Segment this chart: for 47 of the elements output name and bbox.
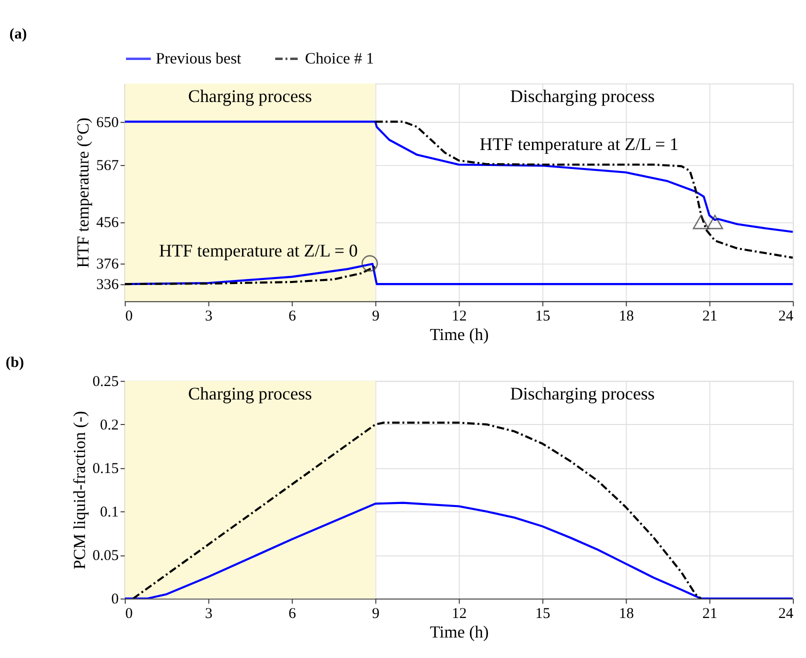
y-tick-label: 336 <box>96 277 120 294</box>
x-tick-label: 3 <box>205 308 213 324</box>
x-tick-label: 9 <box>372 606 380 622</box>
band-label: Charging process <box>188 384 312 404</box>
x-axis-title: Time (h) <box>430 325 489 344</box>
annotation: Discharging process <box>510 86 655 106</box>
x-tick-label: 0 <box>125 606 133 622</box>
annotation: HTF temperature at Z/L = 0 <box>158 240 358 261</box>
x-tick-label: 18 <box>618 308 634 324</box>
y-tick-label: 0.2 <box>100 418 119 434</box>
y-axis-title: PCM liquid-fraction (-) <box>70 410 89 570</box>
line-series <box>132 422 702 599</box>
annotation: HTF temperature at Z/L = 1 <box>480 134 678 154</box>
chart-title: (a) <box>9 26 27 42</box>
x-tick-label: 21 <box>702 606 718 622</box>
x-axis-title: Time (h) <box>430 622 489 642</box>
x-tick-label: 0 <box>125 308 133 324</box>
line-series <box>124 265 376 286</box>
y-tick-label: 0.1 <box>100 504 119 521</box>
y-tick-label: 567 <box>96 158 120 174</box>
x-tick-label: 15 <box>535 308 550 324</box>
x-tick-label: 15 <box>535 606 550 622</box>
y-tick-label: 0.25 <box>92 374 119 390</box>
line-series <box>374 120 793 259</box>
legend-label: Previous best <box>156 50 242 68</box>
x-tick-label: 6 <box>288 606 297 622</box>
x-tick-label: 21 <box>702 308 718 324</box>
x-tick-label: 24 <box>778 308 794 324</box>
x-tick-label: 18 <box>618 606 634 622</box>
y-tick-label: 0.05 <box>92 548 119 564</box>
x-tick-label: 12 <box>452 308 467 324</box>
annotation: Discharging process <box>510 384 655 404</box>
x-tick-label: 24 <box>778 606 794 622</box>
y-tick-label: 0.15 <box>92 461 119 478</box>
line-series <box>124 120 793 233</box>
y-tick-label: 650 <box>96 114 119 131</box>
x-tick-label: 12 <box>452 606 467 622</box>
chart-title: (b) <box>6 354 24 371</box>
y-tick-label: 456 <box>96 215 120 232</box>
y-tick-label: 0 <box>111 592 119 608</box>
x-tick-label: 9 <box>372 308 380 324</box>
y-tick-label: 376 <box>96 256 120 273</box>
x-tick-label: 3 <box>205 606 213 622</box>
x-tick-label: 6 <box>288 308 297 324</box>
y-axis-title: HTF temperature (°C) <box>74 118 93 268</box>
band-label: Charging process <box>188 86 312 106</box>
legend-label: Choice # 1 <box>304 50 374 68</box>
